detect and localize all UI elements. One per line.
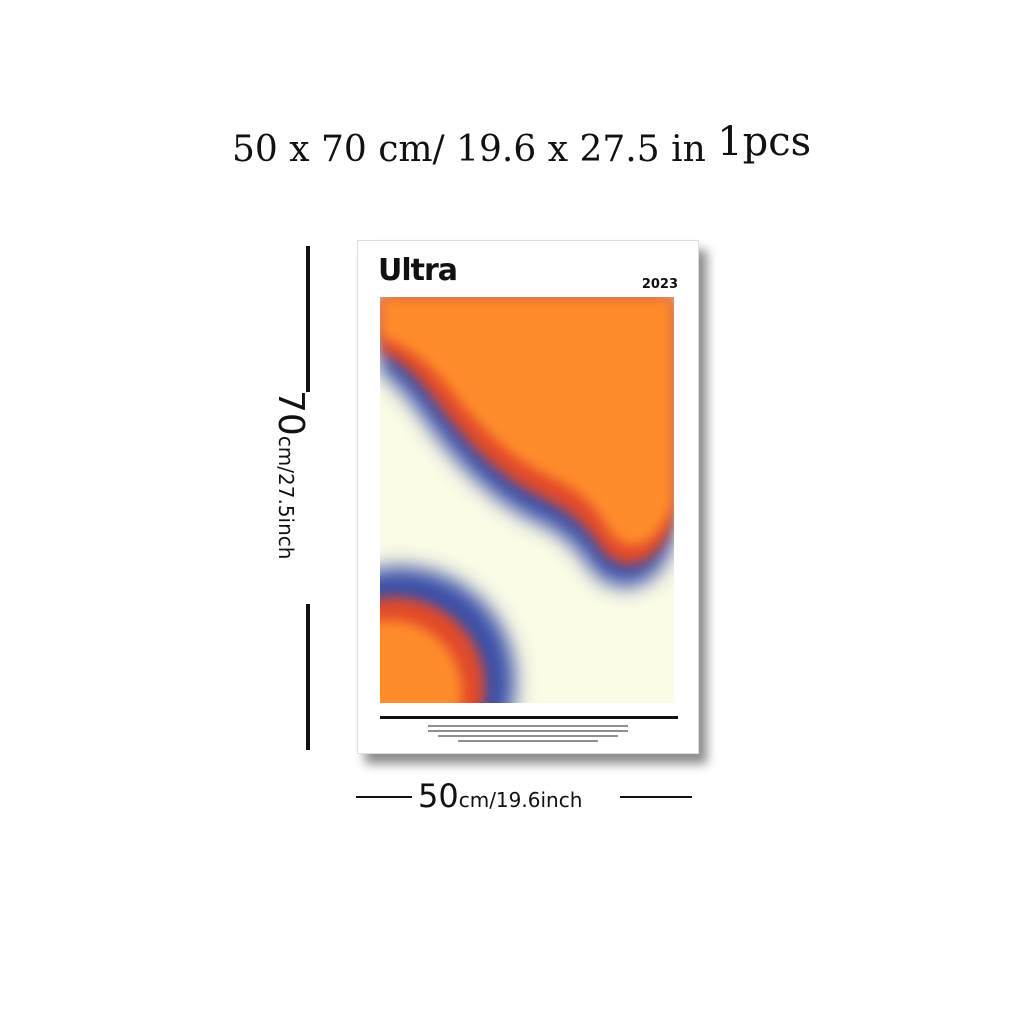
size-headline: 50 x 70 cm/ 19.6 x 27.5 in 1pcs [232, 122, 811, 170]
poster-artwork [380, 297, 674, 703]
height-dimension-label: 70cm/27.5inch [270, 390, 311, 560]
size-text: 50 x 70 cm/ 19.6 x 27.5 in [232, 129, 706, 170]
quantity-text: 1pcs [717, 119, 811, 165]
height-dimension-line-top [306, 246, 310, 392]
quantity-unit: pcs [742, 119, 812, 165]
width-dimension-line-right [620, 796, 692, 798]
width-dimension-label: 50cm/19.6inch [418, 780, 582, 812]
poster-divider [380, 716, 678, 719]
height-value: 70 [270, 390, 311, 436]
width-value: 50 [418, 777, 459, 815]
poster-year: 2023 [641, 277, 678, 292]
width-unit: cm/19.6inch [458, 788, 583, 812]
quantity-value: 1 [717, 119, 743, 165]
poster-fine-print [428, 725, 628, 745]
gradient-artwork-image [380, 297, 674, 703]
poster-title: Ultra [378, 253, 458, 288]
width-dimension-line-left [356, 796, 412, 798]
height-dimension-line-bottom [306, 604, 310, 750]
height-unit: cm/27.5inch [274, 435, 298, 560]
poster: Ultra 2023 [357, 240, 699, 754]
